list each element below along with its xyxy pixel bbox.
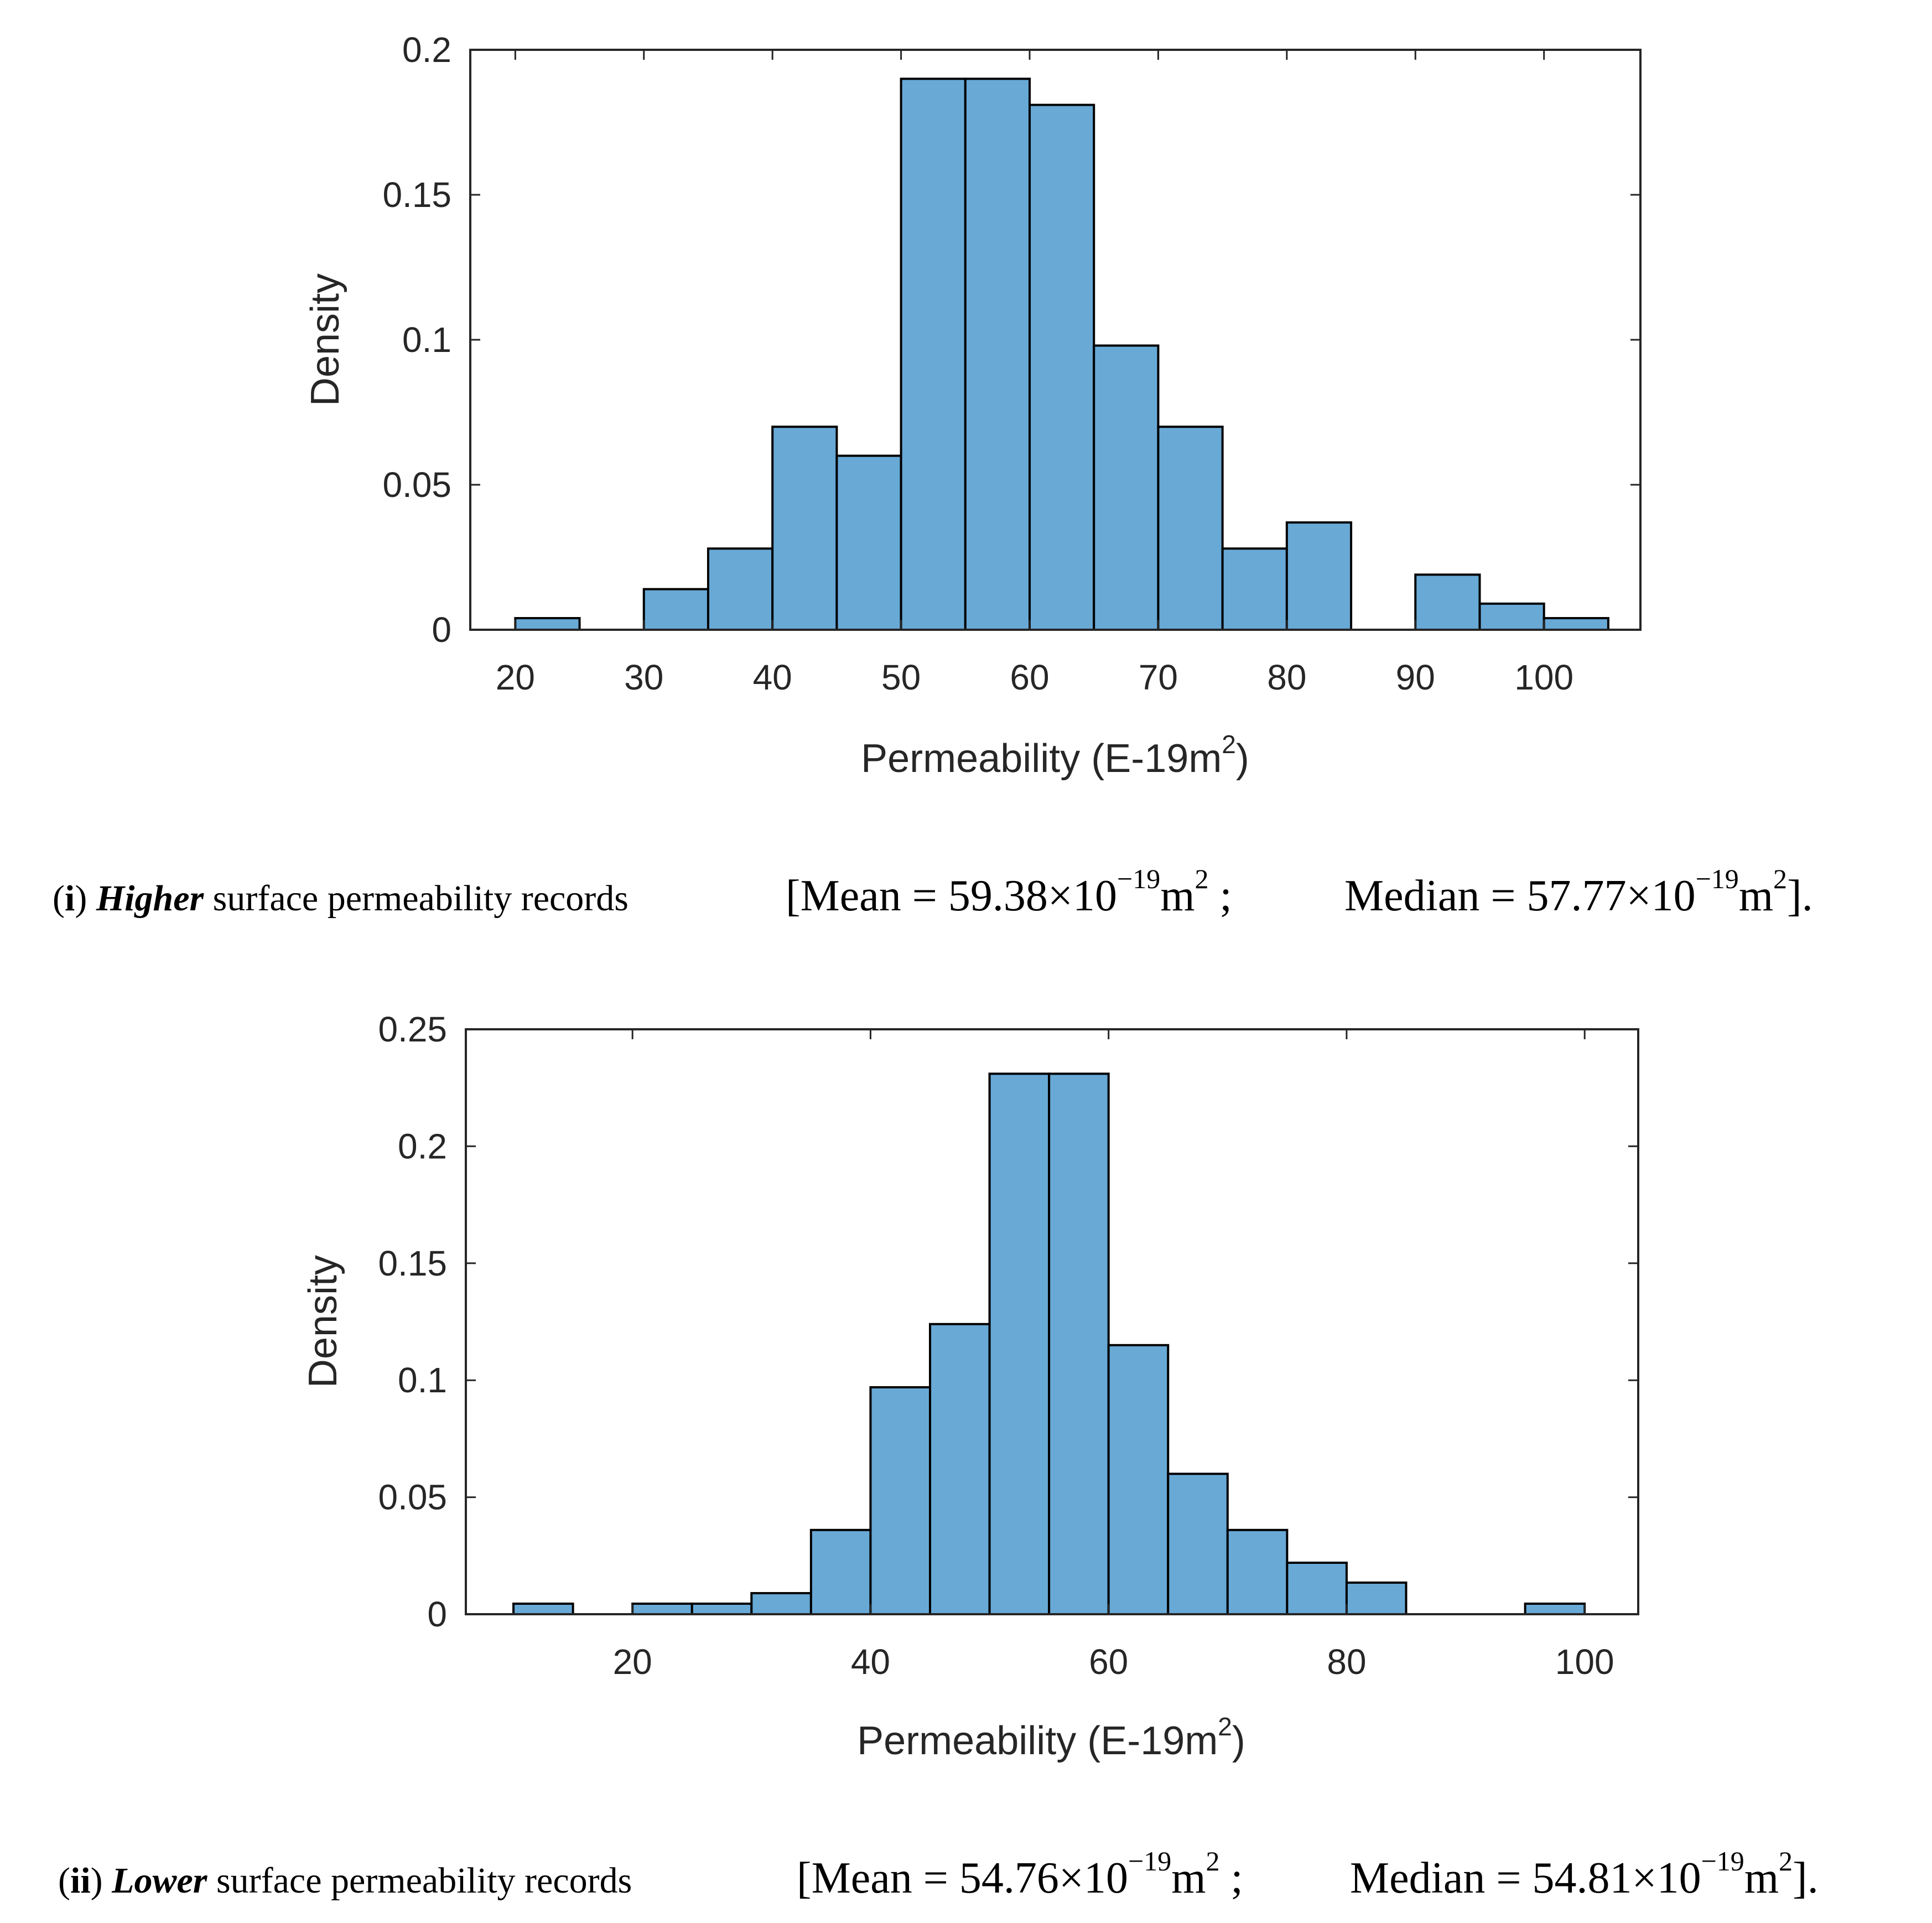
histogram-bar-higher-40 xyxy=(771,426,838,631)
bars-lower xyxy=(512,1072,1586,1616)
y-tick-label: 0.2 xyxy=(402,30,451,70)
x-axis-label-higher: Permeability (E-19m2) xyxy=(861,730,1249,781)
histogram-higher: 20 30 40 50 60 70 80 90 100 0 0.05 0.1 0.15 0.2 Densi… xyxy=(303,30,1642,781)
x-tick-label: 100 xyxy=(1514,657,1573,697)
x-tick-label: 80 xyxy=(1327,1642,1366,1682)
x-tick-label: 80 xyxy=(1267,657,1306,697)
x-tick-label: 20 xyxy=(613,1642,652,1682)
plot-frame-higher xyxy=(469,49,1642,631)
histogram-bar-lower-70 xyxy=(1226,1528,1289,1615)
x-tick-label: 30 xyxy=(624,657,663,697)
y-tick-label: 0.15 xyxy=(382,175,451,215)
histogram-bar-higher-60 xyxy=(1029,103,1095,631)
x-tick-label: 40 xyxy=(851,1642,890,1682)
histogram-lower: 20 40 60 80 100 0 0.05 0.1 0.15 0.2 0.25 Density P… xyxy=(301,1009,1639,1763)
histogram-bar-lower-95 xyxy=(1524,1602,1586,1616)
x-tick-label: 60 xyxy=(1089,1642,1128,1682)
bars-higher xyxy=(514,77,1609,631)
histogram-bar-higher-75 xyxy=(1221,547,1288,631)
x-tick-label: 60 xyxy=(1010,657,1049,697)
histogram-bar-higher-70 xyxy=(1157,426,1224,631)
histogram-bar-higher-90 xyxy=(1414,573,1481,631)
histogram-bar-lower-20 xyxy=(631,1602,693,1616)
y-tick-label: 0.1 xyxy=(398,1360,447,1400)
y-tick-label: 0.1 xyxy=(402,320,451,360)
x-tick-label: 20 xyxy=(496,657,535,697)
y-tick-label: 0.15 xyxy=(378,1243,447,1283)
x-axis-label-lower: Permeability (E-19m2) xyxy=(857,1712,1245,1763)
histogram-bar-higher-100 xyxy=(1543,617,1609,631)
histogram-bar-higher-30 xyxy=(642,588,709,631)
histogram-bar-higher-65 xyxy=(1093,344,1160,631)
ticks-lower: 20 40 60 80 100 0 0.05 0.1 0.15 0.2 0.25 xyxy=(378,1009,1638,1682)
y-tick-label: 0.2 xyxy=(398,1126,447,1166)
x-tick-label: 70 xyxy=(1139,657,1178,697)
caption-higher: (i) Higher surface permeability records[… xyxy=(53,863,1813,920)
y-axis-label-lower: Density xyxy=(301,1255,345,1388)
x-tick-label: 40 xyxy=(753,657,792,697)
x-tick-label: 100 xyxy=(1555,1642,1614,1682)
histogram-bar-lower-25 xyxy=(690,1602,753,1616)
ticks-higher: 20 30 40 50 60 70 80 90 100 0 0.05 0.1 0.15 0.2 xyxy=(382,30,1640,697)
y-tick-label: 0.05 xyxy=(378,1478,447,1517)
histogram-bar-lower-75 xyxy=(1286,1561,1348,1615)
histogram-bar-lower-35 xyxy=(809,1528,872,1615)
histogram-bar-higher-80 xyxy=(1285,521,1353,631)
plot-frame-lower xyxy=(465,1028,1639,1615)
y-tick-label: 0.25 xyxy=(378,1009,447,1049)
histogram-bar-lower-65 xyxy=(1167,1473,1229,1616)
histogram-bar-higher-55 xyxy=(964,77,1031,631)
histogram-bar-lower-45 xyxy=(928,1323,991,1615)
y-tick-label: 0.05 xyxy=(382,465,451,505)
caption-lower: (ii) Lower surface permeability records[… xyxy=(58,1846,1819,1903)
histogram-bar-lower-10 xyxy=(512,1602,574,1616)
histogram-bar-higher-95 xyxy=(1478,602,1545,631)
y-tick-label: 0 xyxy=(432,610,451,650)
y-axis-label-higher: Density xyxy=(303,273,347,406)
x-tick-label: 90 xyxy=(1396,657,1435,697)
histogram-bar-lower-80 xyxy=(1345,1581,1408,1616)
histogram-bar-lower-30 xyxy=(750,1592,812,1615)
histogram-bar-lower-40 xyxy=(869,1386,931,1616)
histogram-bar-higher-45 xyxy=(835,454,902,631)
histogram-bar-lower-55 xyxy=(1048,1072,1110,1616)
x-tick-label: 50 xyxy=(881,657,921,697)
histogram-bar-higher-20 xyxy=(514,617,581,631)
histogram-bar-lower-60 xyxy=(1107,1344,1170,1616)
y-tick-label: 0 xyxy=(427,1594,447,1634)
histogram-bar-higher-50 xyxy=(900,77,967,631)
histogram-bar-lower-50 xyxy=(988,1072,1051,1616)
histogram-bar-higher-35 xyxy=(707,547,774,631)
